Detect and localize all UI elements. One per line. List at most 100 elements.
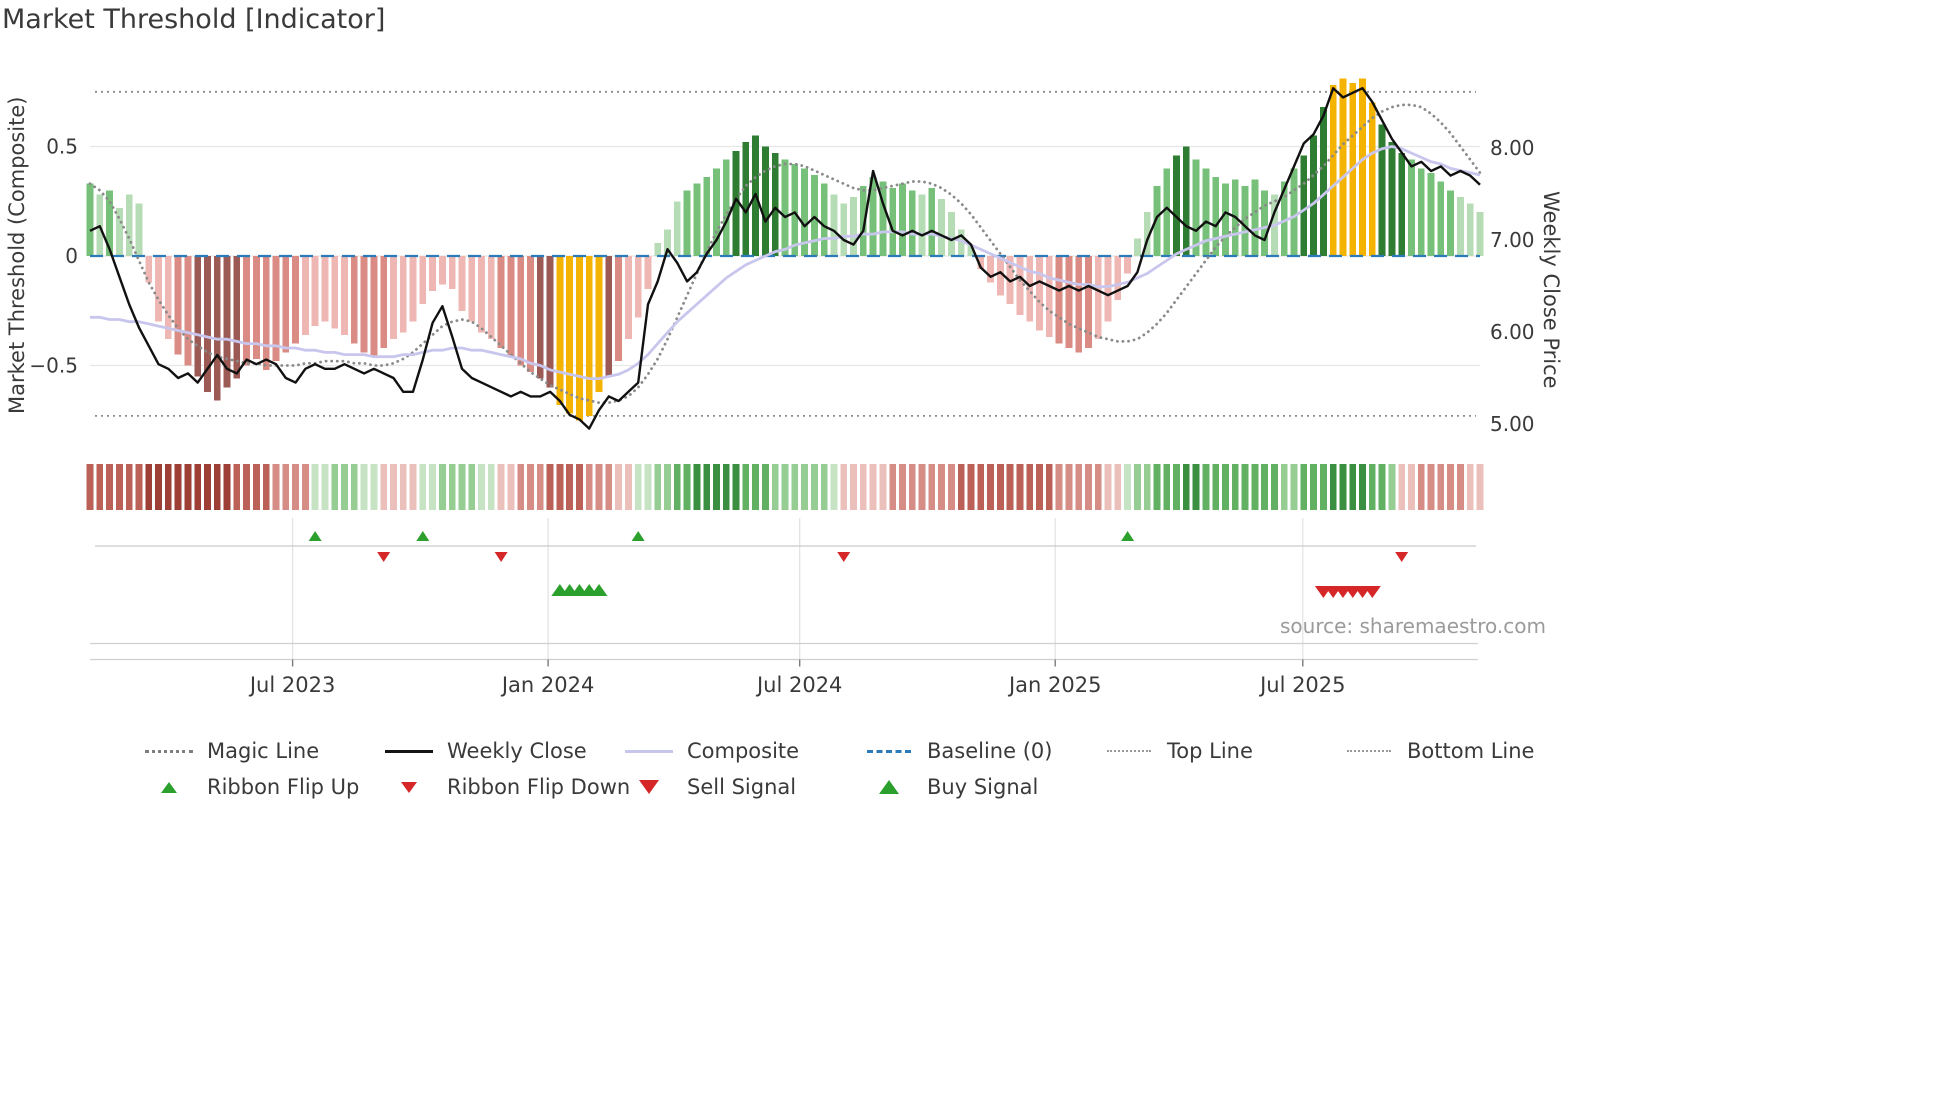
composite-bar <box>1045 256 1053 337</box>
composite-bar <box>654 242 662 256</box>
ribbon-cell <box>654 464 662 510</box>
legend-label: Top Line <box>1167 739 1253 763</box>
ribbon-cell <box>585 464 593 510</box>
ribbon-cell <box>458 464 466 510</box>
ribbon-cell <box>713 464 720 510</box>
ribbon-cell <box>1447 464 1454 510</box>
composite-bar <box>164 256 172 340</box>
composite-bar <box>948 212 955 256</box>
composite-bar <box>1104 256 1112 322</box>
top-line-swatch <box>1107 750 1151 752</box>
legend-item-weekly-close: Weekly Close <box>385 738 625 764</box>
legend-label: Weekly Close <box>447 739 587 763</box>
legend-item-baseline: Baseline (0) <box>865 738 1105 764</box>
ribbon-cell <box>478 464 485 510</box>
ribbon-cell <box>820 464 828 510</box>
baseline-swatch <box>867 749 911 753</box>
legend-item-composite: Composite <box>625 738 865 764</box>
composite-bar <box>556 256 564 405</box>
composite-bar <box>811 175 818 256</box>
ribbon-flip-up-marker <box>1121 531 1135 541</box>
legend-spacer <box>1345 774 1585 800</box>
ribbon-cell <box>899 464 906 510</box>
composite-bar <box>116 207 123 256</box>
composite-bar <box>155 256 162 322</box>
ribbon-cell <box>556 464 564 510</box>
composite-bar <box>957 229 965 256</box>
ribbon-cell <box>311 464 319 510</box>
composite-bar <box>722 159 730 256</box>
composite-bar <box>135 203 143 256</box>
composite-bar <box>145 256 153 283</box>
ribbon-cell <box>869 464 877 510</box>
ribbon-flip-up-marker <box>416 531 430 541</box>
composite-bar <box>908 190 916 256</box>
composite-bar <box>341 256 348 335</box>
weekly-close-line <box>89 86 1481 430</box>
ribbon-cell <box>1094 464 1102 510</box>
right-tick-label: 8.00 <box>1490 136 1535 160</box>
composite-bar <box>390 256 397 340</box>
ribbon-cell <box>625 464 632 510</box>
composite-bar <box>850 196 857 256</box>
composite-bar <box>781 159 789 256</box>
composite-bar <box>859 185 867 256</box>
composite-bar <box>1075 256 1083 353</box>
ribbon-cell <box>1320 464 1327 510</box>
ribbon-cell <box>859 464 867 510</box>
composite-bar <box>1408 159 1415 256</box>
ribbon-cell <box>1075 464 1083 510</box>
composite-bar <box>399 256 407 333</box>
ribbon-cell <box>595 464 603 510</box>
ribbon-cell <box>1466 464 1474 510</box>
ribbon-cell <box>1104 464 1112 510</box>
ribbon-flip-down-icon <box>401 781 417 793</box>
ribbon-cell <box>1124 464 1131 510</box>
ribbon-cell <box>977 464 985 510</box>
composite-bar <box>311 256 319 327</box>
legend-item-top-line: Top Line <box>1105 738 1345 764</box>
legend-label: Buy Signal <box>927 775 1039 799</box>
composite-bar <box>478 256 485 333</box>
composite-bar <box>625 256 632 340</box>
composite-bar <box>840 203 848 256</box>
ribbon-cell <box>517 464 525 510</box>
buy-signal-icon <box>879 780 899 794</box>
composite-bar <box>1055 256 1063 344</box>
ribbon-cell <box>879 464 887 510</box>
composite-bar <box>1388 142 1396 256</box>
composite-bar <box>517 256 525 366</box>
chart-legend: Magic Line Weekly Close Composite Baseli… <box>145 738 1585 800</box>
ribbon-cell <box>253 464 260 510</box>
ribbon-cell <box>605 464 613 510</box>
composite-bar <box>869 177 877 256</box>
legend-label: Ribbon Flip Up <box>207 775 360 799</box>
composite-bar <box>1241 185 1249 256</box>
ribbon-cell <box>1065 464 1073 510</box>
composite-bar <box>732 150 740 256</box>
composite-bar <box>370 256 378 357</box>
ribbon-cell <box>664 464 671 510</box>
composite-bar <box>282 256 290 353</box>
composite-bar <box>174 256 182 355</box>
ribbon-cell <box>967 464 975 510</box>
composite-bar <box>1065 256 1073 348</box>
legend-spacer <box>1105 774 1345 800</box>
composite-bar <box>595 256 603 392</box>
ribbon-cell <box>576 464 583 510</box>
x-tick-label: Jan 2024 <box>500 673 595 697</box>
composite-bar <box>419 256 427 305</box>
ribbon-cell <box>213 464 221 510</box>
ribbon-cell <box>439 464 446 510</box>
ribbon-cell <box>1231 464 1239 510</box>
ribbon-flip-up-icon <box>161 781 177 793</box>
composite-bar <box>1173 155 1180 256</box>
ribbon-cell <box>1261 464 1268 510</box>
composite-bar <box>262 256 270 370</box>
composite-bar <box>1182 146 1190 256</box>
ribbon-cell <box>918 464 926 510</box>
ribbon-cell <box>116 464 123 510</box>
x-tick-label: Jul 2024 <box>755 673 842 697</box>
ribbon-cell <box>811 464 818 510</box>
x-tick-label: Jan 2025 <box>1007 673 1102 697</box>
